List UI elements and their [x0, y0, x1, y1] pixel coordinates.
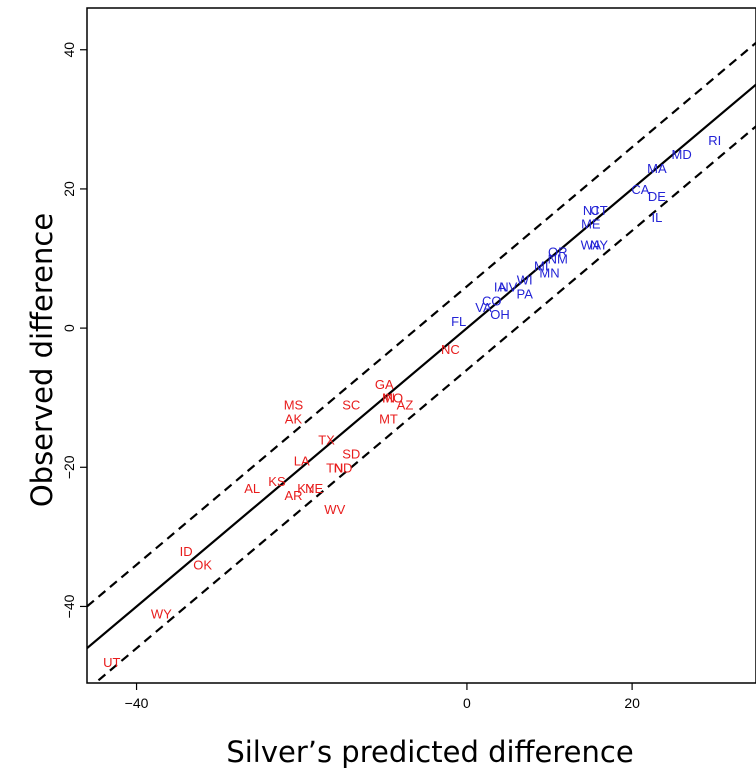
- point-label-ut: UT: [103, 655, 120, 670]
- point-label-ca: CA: [631, 182, 649, 197]
- point-label-de: DE: [648, 189, 666, 204]
- y-tick-label: −40: [61, 594, 77, 618]
- point-label-in: IN: [382, 391, 395, 406]
- y-axis-title: Observed difference: [25, 213, 59, 507]
- dashed-band-line: [93, 125, 756, 683]
- x-axis: −40 0 20: [125, 683, 640, 711]
- point-label-ok: OK: [193, 558, 212, 573]
- point-label-ri: RI: [708, 133, 721, 148]
- point-label-ms: MS: [284, 398, 304, 413]
- point-label-mi: MI: [534, 258, 548, 273]
- point-label-sc: SC: [342, 398, 360, 413]
- x-axis-title: Silver’s predicted difference: [226, 735, 633, 769]
- point-label-ak: AK: [285, 412, 303, 427]
- point-label-nv: NV: [499, 279, 517, 294]
- point-label-tn: TN: [326, 460, 343, 475]
- point-label-id: ID: [180, 544, 193, 559]
- point-label-fl: FL: [451, 314, 466, 329]
- dashed-band-line: [87, 41, 756, 608]
- y-tick-label: 0: [61, 324, 77, 332]
- point-label-sd: SD: [342, 446, 360, 461]
- point-label-ct: CT: [590, 203, 607, 218]
- point-label-ar: AR: [284, 488, 302, 503]
- point-label-al: AL: [244, 481, 260, 496]
- point-label-nm: NM: [548, 252, 568, 267]
- point-label-il: IL: [651, 210, 662, 225]
- point-label-ia: IA: [494, 279, 507, 294]
- x-tick-label: 0: [463, 695, 471, 711]
- reference-lines: [87, 41, 756, 683]
- point-label-ma: MA: [647, 161, 667, 176]
- identity-line: [87, 83, 756, 650]
- y-tick-label: 40: [61, 42, 77, 58]
- point-label-wy: WY: [151, 606, 172, 621]
- point-label-ne: NE: [305, 481, 323, 496]
- point-label-or: OR: [548, 245, 568, 260]
- point-label-oh: OH: [490, 307, 510, 322]
- point-label-ny: NY: [590, 238, 608, 253]
- y-axis: 40 20 0 −20 −40: [61, 42, 87, 618]
- point-label-la: LA: [294, 453, 310, 468]
- point-label-ga: GA: [375, 377, 394, 392]
- point-label-ky: KY: [297, 481, 315, 496]
- point-label-mt: MT: [379, 412, 398, 427]
- point-label-mn: MN: [539, 265, 559, 280]
- point-label-tx: TX: [318, 432, 335, 447]
- data-labels: HIVTRIMDMACADEILNJCTMEWANYORNMMIMNIANVWI…: [103, 133, 721, 670]
- x-tick-label: −40: [125, 695, 149, 711]
- point-label-wv: WV: [324, 502, 345, 517]
- point-label-wa: WA: [581, 238, 602, 253]
- point-label-mo: MO: [382, 391, 403, 406]
- point-label-co: CO: [482, 293, 502, 308]
- point-label-me: ME: [581, 217, 601, 232]
- point-label-nd: ND: [334, 460, 353, 475]
- point-label-md: MD: [672, 147, 692, 162]
- point-label-wi: WI: [517, 272, 533, 287]
- point-label-ks: KS: [268, 474, 286, 489]
- point-label-nc: NC: [441, 342, 460, 357]
- point-label-va: VA: [475, 300, 492, 315]
- x-tick-label: 20: [624, 695, 640, 711]
- point-label-pa: PA: [517, 286, 534, 301]
- y-tick-label: 20: [61, 181, 77, 197]
- point-label-az: AZ: [397, 398, 414, 413]
- plot-frame: [86, 7, 756, 684]
- y-tick-label: −20: [61, 455, 77, 479]
- point-label-nj: NJ: [583, 203, 599, 218]
